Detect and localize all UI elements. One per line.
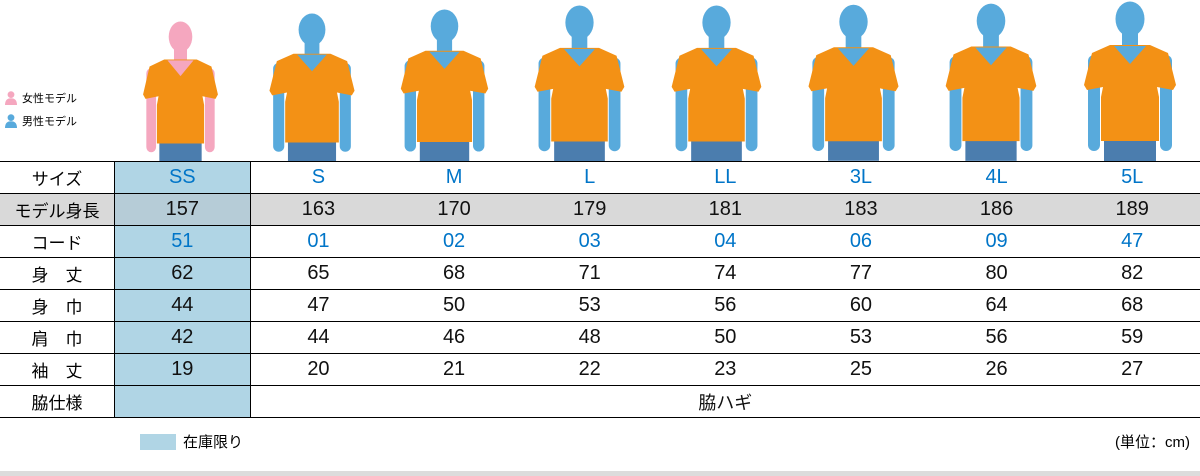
legend-female-label: 女性モデル (22, 92, 77, 105)
cell-body_width-1: 47 (250, 290, 387, 322)
bottom-divider (0, 471, 1200, 476)
cell-model_height-4: 181 (657, 194, 794, 226)
cell-body_width-2: 50 (386, 290, 522, 322)
cell-code-6: 09 (928, 226, 1065, 258)
cell-model_height-6: 186 (928, 194, 1065, 226)
row-label-7: 脇仕様 (0, 386, 115, 418)
cell-code-3: 03 (521, 226, 658, 258)
cell-sizes-5: 3L (793, 162, 929, 194)
cell-sleeve_length-5: 25 (793, 354, 929, 386)
cell-sizes-2: M (386, 162, 522, 194)
cell-side_spec-ss (115, 386, 251, 418)
model-column-LL (648, 0, 785, 161)
model-figure-3L (808, 4, 899, 161)
model-column-M (378, 0, 511, 161)
cell-sizes-6: 4L (928, 162, 1065, 194)
cell-shoulder_width-0: 42 (115, 322, 251, 354)
cell-body_width-5: 60 (793, 290, 929, 322)
cell-shoulder_width-7: 59 (1064, 322, 1200, 354)
legend-item-male: 男性モデル (5, 109, 77, 132)
cell-sizes-4: LL (657, 162, 794, 194)
model-figure-5L (1084, 1, 1176, 161)
cell-code-4: 04 (657, 226, 794, 258)
cell-model_height-0: 157 (115, 194, 251, 226)
row-label-5: 肩 巾 (0, 322, 115, 354)
cell-sizes-3: L (521, 162, 658, 194)
cell-body_length-6: 80 (928, 258, 1065, 290)
cell-code-0: 51 (115, 226, 251, 258)
cell-body_length-1: 65 (250, 258, 387, 290)
unit-note: (単位：cm) (1115, 434, 1190, 451)
cell-sizes-0: SS (115, 162, 251, 194)
row-label-2: コード (0, 226, 115, 258)
model-figure-SS (143, 21, 219, 161)
model-column-L (511, 0, 648, 161)
model-column-3L (785, 0, 922, 161)
cell-body_length-3: 71 (521, 258, 658, 290)
cell-code-1: 01 (250, 226, 387, 258)
cell-body_width-3: 53 (521, 290, 658, 322)
cell-body_width-4: 56 (657, 290, 794, 322)
cell-sleeve_length-3: 22 (521, 354, 658, 386)
cell-body_length-7: 82 (1064, 258, 1200, 290)
model-column-5L (1060, 0, 1200, 161)
model-figures-area: 女性モデル 男性モデル (0, 0, 1200, 161)
cell-shoulder_width-5: 53 (793, 322, 929, 354)
cell-body_width-7: 68 (1064, 290, 1200, 322)
model-figure-M (400, 9, 489, 161)
row-label-1: モデル身長 (0, 194, 115, 226)
model-column-S (247, 0, 379, 161)
cell-model_height-3: 179 (521, 194, 658, 226)
side-spec-value: 脇ハギ (250, 386, 1200, 418)
cell-model_height-7: 189 (1064, 194, 1200, 226)
cell-body_length-4: 74 (657, 258, 794, 290)
row-label-4: 身 巾 (0, 290, 115, 322)
cell-shoulder_width-4: 50 (657, 322, 794, 354)
legend-item-female: 女性モデル (5, 86, 77, 109)
female-model-icon (5, 90, 17, 105)
cell-code-5: 06 (793, 226, 929, 258)
cell-model_height-1: 163 (250, 194, 387, 226)
stock-note-label: 在庫限り (183, 434, 244, 451)
cell-shoulder_width-2: 46 (386, 322, 522, 354)
model-figure-4L (945, 3, 1037, 161)
row-label-0: サイズ (0, 162, 115, 194)
cell-sleeve_length-2: 21 (386, 354, 522, 386)
cell-code-7: 47 (1064, 226, 1200, 258)
cell-sleeve_length-6: 26 (928, 354, 1065, 386)
cell-sleeve_length-7: 27 (1064, 354, 1200, 386)
model-figures (115, 0, 1200, 161)
cell-body_length-2: 68 (386, 258, 522, 290)
size-chart-table: サイズ SS S M L LL 3L 4L 5L モデル身長 157 163 170 179 181 183 1… (0, 161, 1200, 418)
stock-highlight-swatch (140, 433, 176, 450)
cell-sleeve_length-4: 23 (657, 354, 794, 386)
row-label-6: 袖 丈 (0, 354, 115, 386)
model-figure-S (269, 13, 355, 161)
cell-code-2: 02 (386, 226, 522, 258)
stock-note: 在庫限り (140, 431, 243, 452)
cell-sleeve_length-0: 19 (115, 354, 251, 386)
model-column-4L (922, 0, 1060, 161)
cell-shoulder_width-6: 56 (928, 322, 1065, 354)
legend-male-label: 男性モデル (22, 115, 77, 128)
male-model-icon (5, 113, 17, 128)
footer: 在庫限り (単位：cm) (140, 431, 1190, 452)
model-figure-L (534, 5, 625, 161)
cell-model_height-2: 170 (386, 194, 522, 226)
model-figure-LL (671, 5, 762, 161)
cell-model_height-5: 183 (793, 194, 929, 226)
cell-sleeve_length-1: 20 (250, 354, 387, 386)
cell-body_width-0: 44 (115, 290, 251, 322)
model-column-SS (115, 0, 247, 161)
cell-sizes-1: S (250, 162, 387, 194)
cell-body_width-6: 64 (928, 290, 1065, 322)
cell-shoulder_width-1: 44 (250, 322, 387, 354)
legend: 女性モデル 男性モデル (5, 86, 77, 132)
cell-body_length-0: 62 (115, 258, 251, 290)
cell-shoulder_width-3: 48 (521, 322, 658, 354)
cell-sizes-7: 5L (1064, 162, 1200, 194)
cell-body_length-5: 77 (793, 258, 929, 290)
row-label-3: 身 丈 (0, 258, 115, 290)
